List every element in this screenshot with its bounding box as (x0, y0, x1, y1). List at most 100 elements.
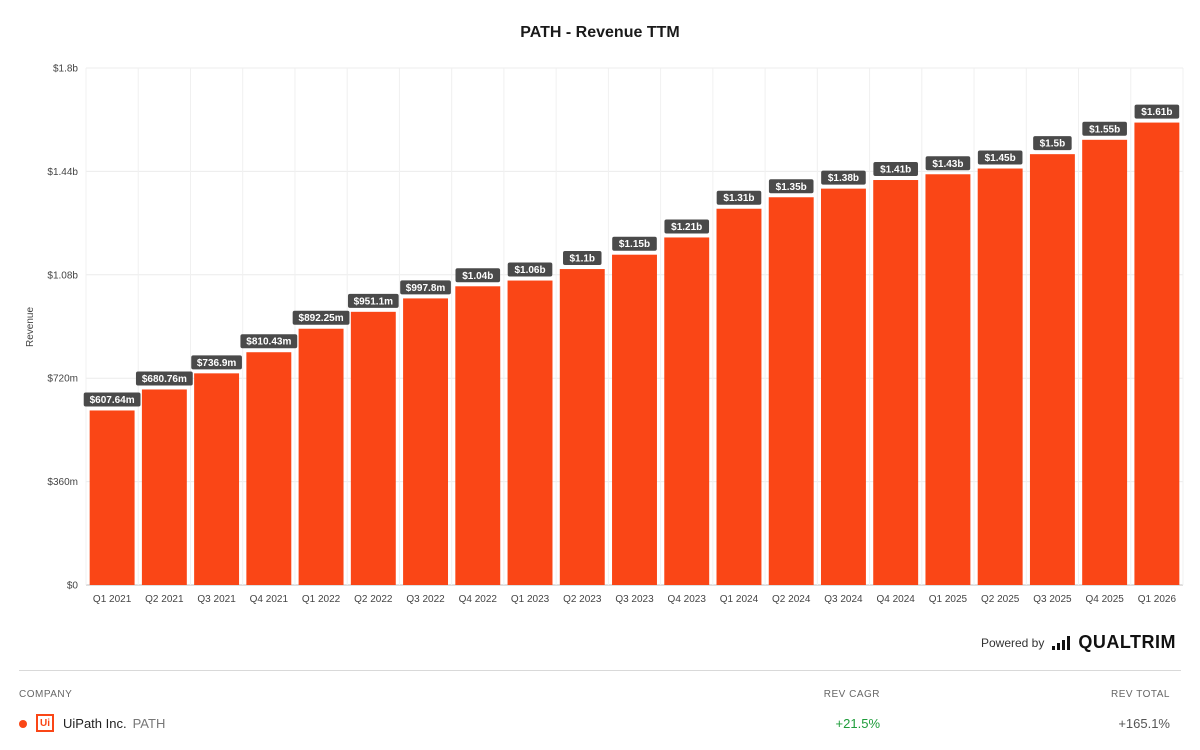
data-label-box (768, 179, 814, 194)
powered-by-text: Powered by (980, 635, 1045, 650)
data-label: $997.8m (406, 283, 446, 294)
company-name-text: UiPath Inc. (63, 716, 127, 731)
bar[interactable] (977, 168, 1023, 585)
x-tick-label: Q1 2021 (93, 594, 132, 605)
bar[interactable] (1134, 122, 1180, 586)
data-label-box (1033, 136, 1072, 151)
x-tick-label: Q4 2023 (668, 594, 707, 605)
data-label-box (821, 170, 866, 185)
data-label-box (240, 334, 298, 349)
bar[interactable] (820, 188, 866, 585)
x-tick-label: Q1 2024 (720, 594, 759, 605)
data-label-box (135, 371, 193, 386)
rev-total-value: +165.1% (1118, 716, 1170, 731)
x-tick-label: Q1 2026 (1138, 594, 1177, 605)
data-label: $1.43b (932, 159, 963, 170)
x-tick-label: Q2 2025 (981, 594, 1020, 605)
x-tick-label: Q2 2024 (772, 594, 811, 605)
x-tick-label: Q4 2025 (1085, 594, 1124, 605)
bar[interactable] (455, 286, 501, 585)
data-label-box (1134, 104, 1180, 119)
company-name[interactable]: UiPath Inc. PATH (63, 716, 165, 731)
company-ticker: PATH (132, 716, 166, 731)
data-label-box (664, 219, 710, 234)
x-tick-label: Q1 2022 (302, 594, 341, 605)
data-label: $1.15b (619, 239, 650, 250)
divider (19, 670, 1181, 671)
header-rev-cagr: REV CAGR (823, 689, 880, 700)
bar[interactable] (350, 311, 396, 585)
data-label: $1.21b (671, 222, 702, 233)
bar[interactable] (768, 197, 814, 585)
data-label: $1.61b (1141, 107, 1172, 118)
bar[interactable] (246, 352, 292, 585)
rev-cagr-value: +21.5% (835, 716, 880, 731)
data-label: $680.76m (142, 374, 187, 385)
bar[interactable] (716, 208, 762, 585)
x-tick-label: Q3 2025 (1033, 594, 1072, 605)
bar[interactable] (89, 410, 135, 585)
x-tick-label: Q3 2024 (824, 594, 863, 605)
data-label: $1.5b (1040, 139, 1066, 150)
x-tick-label: Q4 2024 (877, 594, 916, 605)
revenue-chart: PATH - Revenue TTM Revenue $607.64m $680.… (25, 24, 1184, 605)
bar[interactable] (1029, 154, 1075, 585)
data-label-box (873, 162, 918, 177)
y-tick-label: $1.8b (53, 64, 78, 75)
x-tick-label: Q1 2025 (929, 594, 968, 605)
data-label: $810.43m (246, 337, 291, 348)
data-label: $1.06b (514, 265, 545, 276)
data-label: $1.55b (1089, 124, 1120, 135)
qualtrim-brand: QUALTRIM (1078, 632, 1176, 652)
series-color-dot (19, 720, 27, 728)
chart-title: PATH - Revenue TTM (520, 24, 679, 41)
y-tick-label: $1.08b (47, 270, 78, 281)
y-tick-label: $1.44b (47, 167, 78, 178)
data-label: $1.04b (462, 271, 493, 282)
data-label-box (347, 293, 399, 308)
x-tick-label: Q4 2021 (250, 594, 289, 605)
x-tick-label: Q3 2022 (406, 594, 445, 605)
data-label-box (612, 236, 657, 251)
bar[interactable] (873, 180, 919, 585)
bar[interactable] (612, 254, 657, 585)
y-tick-label: $720m (47, 374, 78, 385)
data-label-box (83, 392, 141, 407)
data-label-box (400, 280, 451, 295)
bar[interactable] (507, 280, 553, 585)
data-label-box (507, 262, 553, 277)
data-label: $892.25m (299, 313, 344, 324)
data-label-box (292, 310, 350, 325)
y-tick-label: $0 (67, 581, 79, 592)
data-label-box (925, 156, 971, 171)
qualtrim-logo-icon (1052, 635, 1071, 650)
data-label: $1.31b (723, 193, 754, 204)
bar[interactable] (925, 174, 971, 585)
x-tick-label: Q3 2021 (197, 594, 236, 605)
powered-by[interactable]: Powered by QUALTRIM (981, 632, 1176, 653)
y-tick-label: $360m (47, 477, 78, 488)
bar[interactable] (298, 328, 344, 585)
x-tick-label: Q4 2022 (459, 594, 498, 605)
y-axis-label: Revenue (25, 307, 36, 347)
header-company: COMPANY (19, 689, 73, 700)
data-label-box (191, 355, 242, 370)
x-tick-label: Q2 2023 (563, 594, 602, 605)
data-label-box (1082, 121, 1127, 136)
data-label-box (977, 150, 1023, 165)
bar[interactable] (1082, 139, 1128, 586)
bar[interactable] (194, 373, 240, 585)
bar[interactable] (141, 389, 187, 585)
data-label: $736.9m (197, 358, 237, 369)
bar[interactable] (664, 237, 710, 585)
data-label-box (716, 190, 762, 205)
data-label: $1.45b (985, 153, 1016, 164)
x-tick-label: Q3 2023 (615, 594, 654, 605)
data-label-box (563, 251, 602, 266)
bar[interactable] (403, 298, 449, 585)
data-label: $1.38b (828, 173, 859, 184)
bar[interactable] (559, 269, 605, 585)
uipath-logo-icon: Ui (36, 714, 54, 732)
data-label: $951.1m (354, 296, 394, 307)
x-tick-label: Q1 2023 (511, 594, 550, 605)
